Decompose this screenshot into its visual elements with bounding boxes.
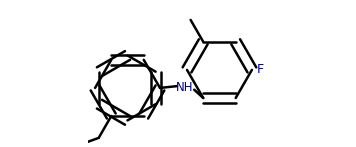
Text: F: F [256,63,263,76]
Text: NH: NH [176,81,193,94]
